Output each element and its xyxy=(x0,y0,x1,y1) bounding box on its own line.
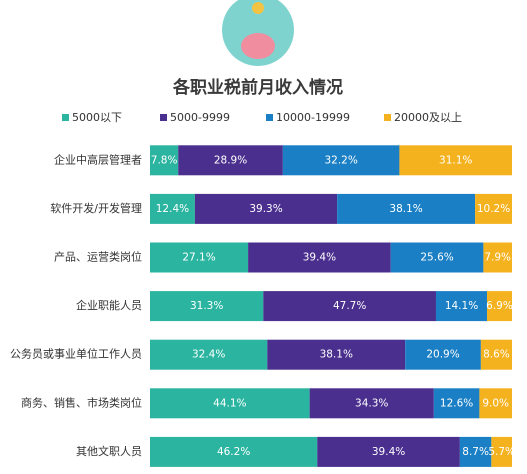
value-label: 47.7% xyxy=(333,300,366,312)
value-label: 34.3% xyxy=(355,397,388,409)
bar-segment xyxy=(337,193,476,224)
y-tick-label: 企业职能人员 xyxy=(76,298,142,312)
bar-segment xyxy=(150,193,195,224)
y-tick-label: 软件开发/开发管理 xyxy=(50,201,142,215)
header-icon xyxy=(222,0,294,66)
value-label: 38.1% xyxy=(320,349,353,361)
value-label: 27.1% xyxy=(182,252,215,264)
bar-segment xyxy=(150,291,264,322)
bar-segment xyxy=(390,242,484,273)
value-label: 12.4% xyxy=(156,203,189,215)
bar-segment xyxy=(178,145,283,176)
value-label: 20.9% xyxy=(426,349,459,361)
value-label: 7.9% xyxy=(484,252,511,264)
legend-label: 10000-19999 xyxy=(276,111,350,124)
chart-title: 各职业税前月收入情况 xyxy=(172,77,343,98)
bar-segment xyxy=(263,291,436,322)
bar-segment xyxy=(405,339,481,370)
bar-segment xyxy=(479,388,512,419)
bar-segment xyxy=(480,339,512,370)
bar-segment xyxy=(150,339,268,370)
bar-segment xyxy=(309,388,434,419)
value-label: 7.8% xyxy=(151,154,178,166)
value-label: 14.1% xyxy=(445,300,478,312)
y-tick-label: 产品、运营类岗位 xyxy=(54,250,142,264)
value-label: 39.4% xyxy=(303,252,336,264)
bar-segment xyxy=(475,193,512,224)
value-label: 9.0% xyxy=(482,397,509,409)
y-tick-label: 公务员或事业单位工作人员 xyxy=(10,347,142,361)
value-label: 44.1% xyxy=(213,397,246,409)
value-label: 25.6% xyxy=(420,252,453,264)
value-label: 10.2% xyxy=(477,203,510,215)
value-label: 28.9% xyxy=(214,154,247,166)
bar-segment xyxy=(282,145,400,176)
value-label: 39.3% xyxy=(249,203,282,215)
value-label: 32.4% xyxy=(192,349,225,361)
value-label: 6.9% xyxy=(486,300,513,312)
bar-segment xyxy=(491,436,512,467)
legend-label: 5000-9999 xyxy=(170,111,230,124)
legend-swatch xyxy=(160,114,167,121)
value-label: 8.7% xyxy=(462,446,489,458)
bar-segment xyxy=(459,436,492,467)
bar-segment xyxy=(433,388,480,419)
legend-label: 20000及以上 xyxy=(394,111,462,124)
y-tick-label: 企业中高层管理者 xyxy=(54,152,142,166)
value-label: 38.1% xyxy=(389,203,422,215)
value-label: 39.4% xyxy=(372,446,405,458)
bar-segment xyxy=(150,242,249,273)
value-label: 31.1% xyxy=(439,154,472,166)
bar-segment xyxy=(248,242,391,273)
legend-label: 5000以下 xyxy=(72,111,122,124)
bar-segment xyxy=(399,145,512,176)
bar-segment xyxy=(150,145,179,176)
bar-segment xyxy=(487,291,512,322)
legend-swatch xyxy=(62,114,69,121)
value-label: 8.6% xyxy=(483,349,510,361)
bar-segment xyxy=(194,193,338,224)
value-label: 5.7% xyxy=(488,446,515,458)
legend-swatch xyxy=(266,114,273,121)
y-tick-label: 商务、销售、市场类岗位 xyxy=(21,395,142,409)
bar-segment xyxy=(150,388,310,419)
value-label: 46.2% xyxy=(217,446,250,458)
bar-segment xyxy=(317,436,460,467)
bar-segment xyxy=(267,339,406,370)
bar-segment xyxy=(150,436,318,467)
value-label: 32.2% xyxy=(324,154,357,166)
value-label: 31.3% xyxy=(190,300,223,312)
value-label: 12.6% xyxy=(440,397,473,409)
bar-segment xyxy=(483,242,512,273)
legend-swatch xyxy=(384,114,391,121)
bar-segment xyxy=(435,291,488,322)
y-tick-label: 其他文职人员 xyxy=(76,444,142,458)
